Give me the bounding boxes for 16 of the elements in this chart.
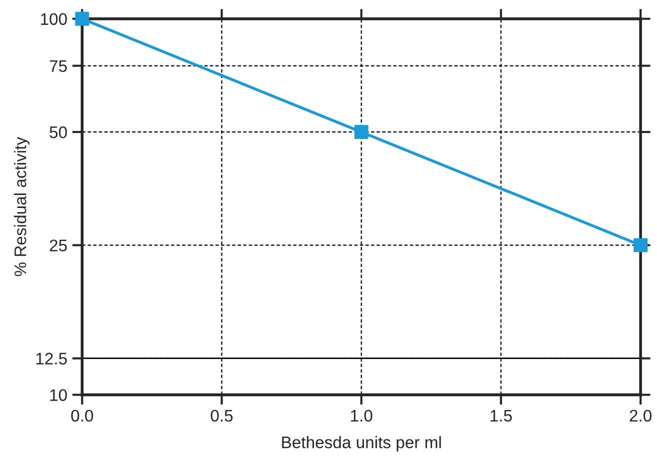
x-axis-title: Bethesda units per ml bbox=[282, 436, 441, 452]
point bbox=[634, 238, 648, 252]
point bbox=[75, 12, 90, 26]
x-tick-label: 0.0 bbox=[71, 410, 94, 422]
y-tick-label: 25 bbox=[50, 240, 67, 252]
y-tick-label: 10 bbox=[50, 389, 67, 402]
y-tick-label: 75 bbox=[50, 60, 67, 72]
y-tick-label: 100 bbox=[41, 13, 67, 26]
point bbox=[354, 125, 368, 139]
x-tick-label: 0.5 bbox=[210, 410, 233, 422]
y-tick-label: 12.5 bbox=[36, 352, 67, 365]
x-tick-label: 2.0 bbox=[630, 410, 652, 422]
x-tick-label: 1.0 bbox=[351, 410, 372, 422]
y-axis-title: % Residual activity bbox=[14, 136, 30, 276]
x-tick-label: 1.5 bbox=[490, 410, 512, 422]
y-tick-label: 50 bbox=[50, 126, 67, 138]
